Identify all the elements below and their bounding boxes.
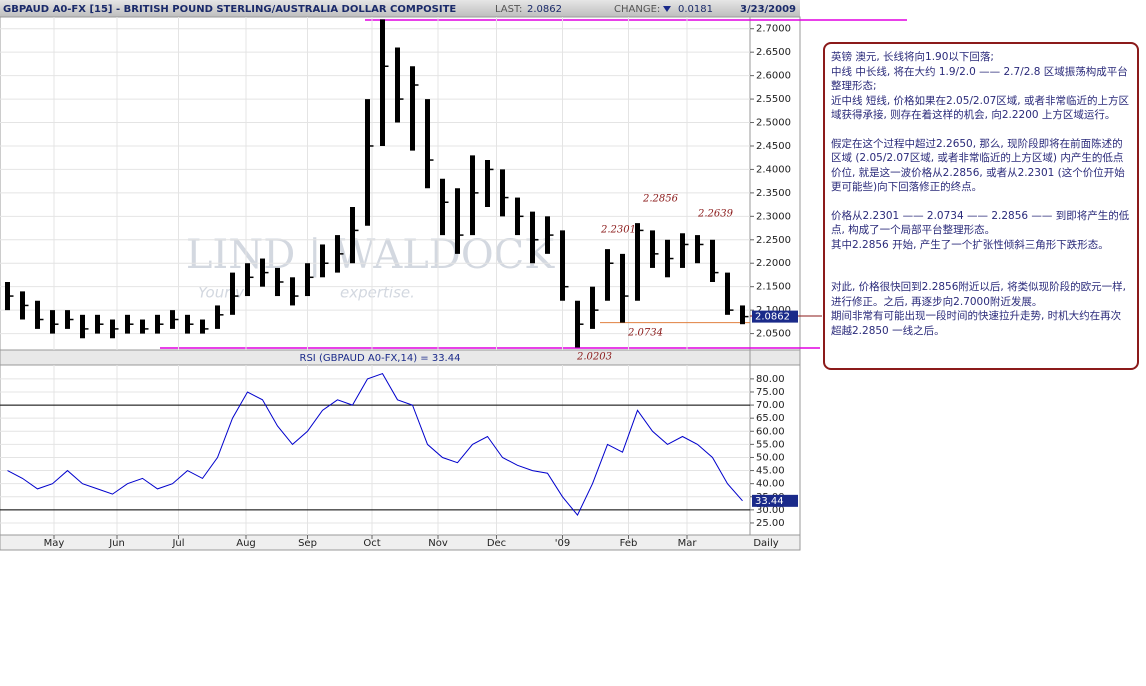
y-tick-label: 2.7000 <box>756 24 791 35</box>
annotation: 2.2301 <box>600 225 636 236</box>
note-paragraph: 假定在这个过程中超过2.2650, 那么, 现阶段即将在前面陈述的区域 (2.0… <box>831 137 1125 194</box>
x-tick-label: '09 <box>555 538 570 549</box>
x-tick-label: Jun <box>108 538 125 549</box>
y-tick-label: 60.00 <box>756 426 785 437</box>
chart-title: GBPAUD A0-FX [15] - BRITISH POUND STERLI… <box>3 4 456 15</box>
x-tick-label: Aug <box>236 538 256 549</box>
note-paragraph: 期间非常有可能出现一段时间的快速拉升走势, 时机大约在再次超越2.2850 一线… <box>831 310 1122 337</box>
note-paragraph: 英镑 澳元, 长线将向1.90以下回落; <box>831 51 994 63</box>
x-axis-bar <box>0 534 801 551</box>
x-tick-label: Mar <box>678 538 698 549</box>
y-tick-label: 2.6500 <box>756 47 791 58</box>
x-tick-label: Sep <box>298 538 317 549</box>
annotation: 2.0734 <box>627 328 663 339</box>
y-tick-label: 2.5500 <box>756 94 791 105</box>
y-tick-label: 2.2000 <box>756 258 791 269</box>
x-tick-label: May <box>44 538 65 549</box>
y-tick-label: 2.4500 <box>756 141 791 152</box>
annotation: 2.2856 <box>642 194 679 205</box>
x-tick-label: Oct <box>363 538 380 549</box>
y-tick-label: 25.00 <box>756 518 785 529</box>
y-tick-label: 2.5000 <box>756 118 791 129</box>
watermark: LIND | WALDOCK <box>186 232 555 278</box>
y-tick-label: 55.00 <box>756 439 785 450</box>
change-label: CHANGE: <box>614 4 660 15</box>
last-rsi-tag <box>752 494 798 507</box>
note-paragraph: 其中2.2856 开始, 产生了一个扩张性倾斜三角形下跌形态。 <box>831 238 1109 251</box>
note-paragraph: 对此, 价格很快回到2.2856附近以后, 将类似现阶段的欧元一样, 进行修正。… <box>831 281 1126 308</box>
note-paragraph: 近中线 短线, 价格如果在2.05/2.07区域, 或者非常临近的上方区域获得承… <box>831 94 1129 122</box>
y-tick-label: 2.6000 <box>756 71 791 82</box>
x-tick-label: Dec <box>487 538 506 549</box>
note-paragraph: 价格从2.2301 —— 2.0734 —— 2.2856 —— 到即将产生的低… <box>831 209 1130 237</box>
note-paragraph: 中线 中长线, 将在大约 1.9/2.0 —— 2.7/2.8 区域振荡构成平台… <box>831 65 1128 93</box>
annotation: 2.2639 <box>697 209 734 220</box>
date: 3/23/2009 <box>740 4 796 15</box>
y-tick-label: 2.3000 <box>756 211 791 222</box>
y-tick-label: 2.2500 <box>756 235 791 246</box>
change-value: 0.0181 <box>678 4 713 15</box>
last-label: LAST: <box>495 4 522 15</box>
y-tick-label: 30.00 <box>756 505 785 516</box>
y-tick-label: 45.00 <box>756 466 785 477</box>
rsi-line <box>7 372 743 517</box>
change-arrow <box>663 6 671 12</box>
notes-box: 英镑 澳元, 长线将向1.90以下回落; 中线 中长线, 将在大约 1.9/2.0… <box>823 42 1139 370</box>
x-tick-label: Jul <box>171 538 184 549</box>
header-bar <box>0 0 800 17</box>
last-price-label: 2.0862 <box>755 312 790 323</box>
last-rsi-label: 33.44 <box>755 496 784 507</box>
y-tick-label: 2.0500 <box>756 329 791 340</box>
y-tick-label: 2.3500 <box>756 188 791 199</box>
rsi-title: RSI (GBPAUD A0-FX,14) = 33.44 <box>300 353 461 364</box>
y-tick-label: 2.4000 <box>756 164 791 175</box>
x-tick-label: Feb <box>620 538 638 549</box>
last-value: 2.0862 <box>527 4 562 15</box>
y-tick-label: 2.1500 <box>756 282 791 293</box>
last-price-tag <box>752 310 798 323</box>
period-label: Daily <box>753 538 778 549</box>
y-tick-label: 75.00 <box>756 387 785 398</box>
annotation: 2.0203 <box>576 352 612 363</box>
y-tick-label: 50.00 <box>756 452 785 463</box>
y-tick-label: 70.00 <box>756 400 785 411</box>
x-tick-label: Nov <box>428 538 448 549</box>
watermark-tagline: expertise. <box>340 284 415 302</box>
y-tick-label: 40.00 <box>756 479 785 490</box>
y-tick-label: 80.00 <box>756 374 785 385</box>
y-tick-label: 65.00 <box>756 413 785 424</box>
